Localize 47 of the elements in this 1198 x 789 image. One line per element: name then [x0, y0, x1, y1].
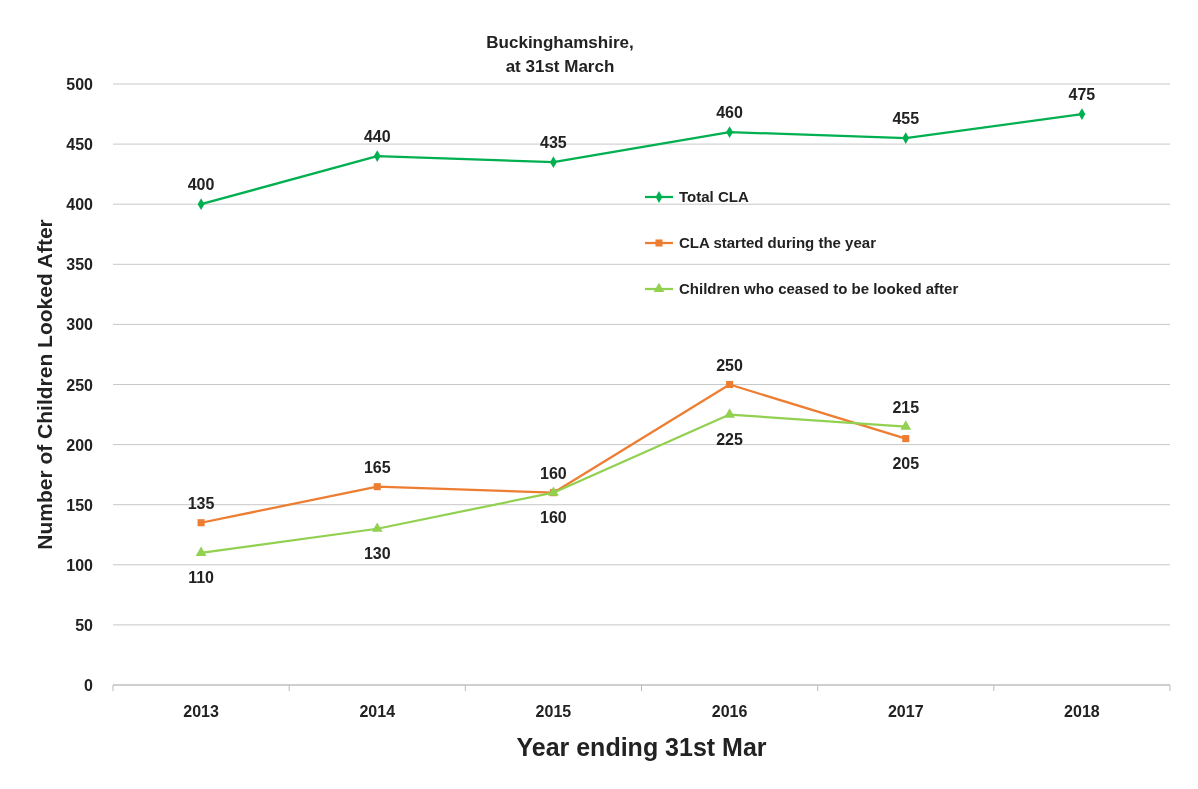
- data-label: 440: [363, 128, 391, 146]
- x-tick-label: 2017: [887, 703, 924, 720]
- legend-label: CLA started during the year: [679, 234, 877, 251]
- y-tick-label: 200: [66, 436, 94, 454]
- data-label: 475: [1068, 86, 1096, 104]
- data-label: 135: [187, 494, 215, 512]
- point: [900, 420, 912, 430]
- x-tick-label: 2014: [359, 703, 396, 720]
- y-tick-label: 0: [84, 677, 94, 694]
- data-label: 400: [187, 176, 215, 194]
- point: [371, 522, 383, 532]
- point: [902, 435, 910, 443]
- x-tick-label: 2016: [711, 703, 748, 720]
- data-label: 455: [892, 110, 920, 128]
- data-label: 460: [716, 104, 744, 122]
- data-label: 435: [540, 134, 567, 152]
- y-tick-label: 400: [66, 196, 94, 214]
- data-label: 130: [363, 544, 391, 562]
- x-tick-label: 2013: [183, 703, 219, 720]
- data-label: 165: [363, 458, 391, 476]
- data-label: 225: [716, 430, 744, 448]
- point: [373, 483, 381, 491]
- point: [195, 546, 207, 556]
- data-label: 250: [716, 356, 744, 374]
- x-tick-label: 2018: [1064, 703, 1100, 720]
- point: [726, 380, 734, 389]
- legend-label: Children who ceased to be looked after: [679, 280, 959, 297]
- y-tick-label: 50: [75, 616, 94, 634]
- data-label: 110: [188, 568, 215, 586]
- y-tick-label: 100: [66, 556, 94, 574]
- data-label: 160: [540, 464, 567, 482]
- x-tick-label: 2015: [535, 703, 572, 720]
- y-tick-label: 250: [66, 376, 94, 394]
- y-tick-label: 350: [66, 256, 94, 274]
- point: [197, 519, 205, 527]
- y-tick-label: 300: [66, 316, 94, 334]
- chart-title: Buckinghamshire, at 31st March: [486, 33, 634, 76]
- y-tick-label: 450: [66, 136, 94, 154]
- y-tick-label: 150: [66, 496, 94, 514]
- y-axis-title: Number of Children Looked After: [33, 219, 56, 550]
- data-label: 160: [540, 508, 567, 526]
- data-label: 215: [892, 398, 920, 416]
- data-label: 205: [892, 454, 920, 472]
- y-tick-label: 500: [66, 76, 94, 93]
- legend-label: Total CLA: [679, 188, 749, 205]
- point: [724, 408, 735, 418]
- x-axis-title: Year ending 31st Mar: [516, 733, 767, 761]
